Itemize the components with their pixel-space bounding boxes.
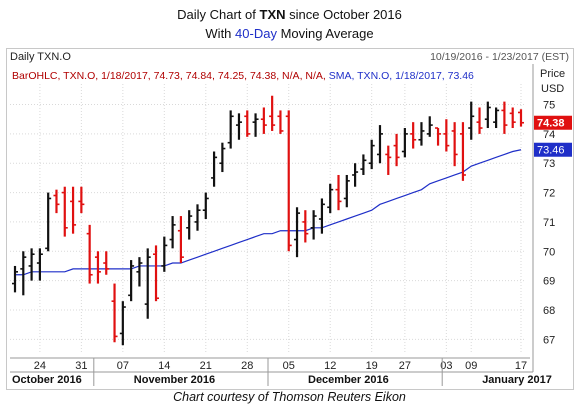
- month-label: December 2016: [308, 374, 389, 386]
- month-label: October 2016: [12, 374, 82, 386]
- price-axis-label: Price: [540, 68, 566, 80]
- title-prefix: Daily Chart of: [177, 7, 256, 22]
- title-suffix: since October 2016: [289, 7, 402, 22]
- y-tick-label: 74: [543, 129, 555, 141]
- x-tick-label: 14: [158, 360, 170, 372]
- x-tick-label: 17: [515, 360, 527, 372]
- y-tick-label: 68: [543, 305, 555, 317]
- x-tick-label: 27: [399, 360, 411, 372]
- date-range-label: 10/19/2016 - 1/23/2017 (EST): [430, 51, 569, 63]
- legend-sma-text: SMA, TXN.O, 1/18/2017, 73.46: [328, 70, 474, 82]
- x-tick-label: 28: [241, 360, 253, 372]
- x-tick-label: 31: [75, 360, 87, 372]
- month-label: January 2017: [482, 374, 552, 386]
- x-tick-label: 09: [465, 360, 477, 372]
- y-tick-label: 75: [543, 100, 555, 112]
- legend-bar-text: BarOHLC, TXN.O, 1/18/2017, 74.73, 74.84,…: [12, 70, 326, 82]
- symbol-label: Daily TXN.O: [10, 51, 71, 63]
- price-axis-unit: USD: [541, 83, 564, 95]
- subtitle-suffix: Moving Average: [280, 26, 374, 41]
- last-price-badge: [534, 115, 572, 130]
- chart-subtitle: With 40-Day Moving Average: [0, 25, 579, 43]
- x-tick-label: 21: [200, 360, 212, 372]
- y-tick-label: 73: [543, 158, 555, 170]
- last-price-badge-text: 74.38: [537, 118, 565, 130]
- y-tick-label: 67: [543, 334, 555, 346]
- month-label: November 2016: [134, 374, 215, 386]
- y-tick-label: 71: [543, 217, 555, 229]
- x-tick-label: 12: [324, 360, 336, 372]
- sma-line: [15, 149, 522, 276]
- y-tick-label: 72: [543, 188, 555, 200]
- chart-caption: Chart courtesy of Thomson Reuters Eikon: [173, 390, 406, 404]
- title-ticker: TXN: [259, 7, 286, 22]
- chart-legend: BarOHLC, TXN.O, 1/18/2017, 74.73, 74.84,…: [12, 70, 474, 82]
- x-tick-label: 07: [117, 360, 129, 372]
- x-tick-label: 24: [34, 360, 46, 372]
- y-tick-label: 69: [543, 276, 555, 288]
- y-tick-label: 70: [543, 246, 555, 258]
- x-tick-label: 03: [440, 360, 452, 372]
- x-tick-label: 19: [366, 360, 378, 372]
- subtitle-prefix: With: [205, 26, 232, 41]
- chart-title: Daily Chart of TXN since October 2016: [0, 6, 579, 24]
- sma-badge-text: 73.46: [537, 145, 565, 157]
- sma-badge: [534, 142, 572, 157]
- subtitle-ma-period: 40-Day: [235, 26, 277, 41]
- x-tick-label: 05: [283, 360, 295, 372]
